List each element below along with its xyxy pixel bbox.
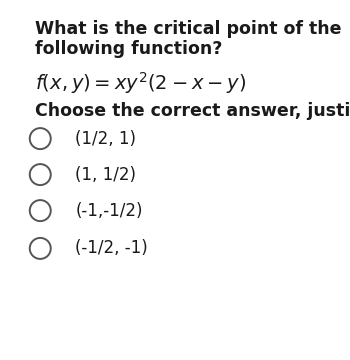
Text: (1, 1/2): (1, 1/2) [75,166,136,184]
Text: (1/2, 1): (1/2, 1) [75,130,136,148]
Text: Choose the correct answer, justify: Choose the correct answer, justify [35,102,350,120]
Text: (-1,-1/2): (-1,-1/2) [75,202,143,220]
Text: (-1/2, -1): (-1/2, -1) [75,239,148,257]
Text: What is the critical point of the: What is the critical point of the [35,20,342,38]
Text: following function?: following function? [35,40,222,58]
Text: $f(x, y) = xy^2(2 - x - y)$: $f(x, y) = xy^2(2 - x - y)$ [35,70,246,96]
